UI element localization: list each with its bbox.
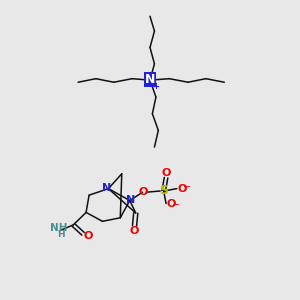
Text: N: N bbox=[126, 195, 136, 205]
Text: S: S bbox=[159, 184, 168, 197]
Text: O: O bbox=[167, 199, 176, 209]
Text: N: N bbox=[102, 183, 112, 193]
Text: O: O bbox=[162, 168, 171, 178]
Text: H: H bbox=[57, 230, 64, 239]
Text: N: N bbox=[145, 73, 155, 86]
Text: −: − bbox=[182, 182, 190, 192]
Text: O: O bbox=[83, 231, 93, 241]
Text: −: − bbox=[172, 200, 180, 210]
Text: N: N bbox=[145, 73, 155, 86]
Text: O: O bbox=[177, 184, 187, 194]
Text: O: O bbox=[130, 226, 139, 236]
Text: +: + bbox=[152, 82, 159, 91]
Text: NH: NH bbox=[50, 223, 68, 233]
Text: O: O bbox=[138, 187, 148, 197]
